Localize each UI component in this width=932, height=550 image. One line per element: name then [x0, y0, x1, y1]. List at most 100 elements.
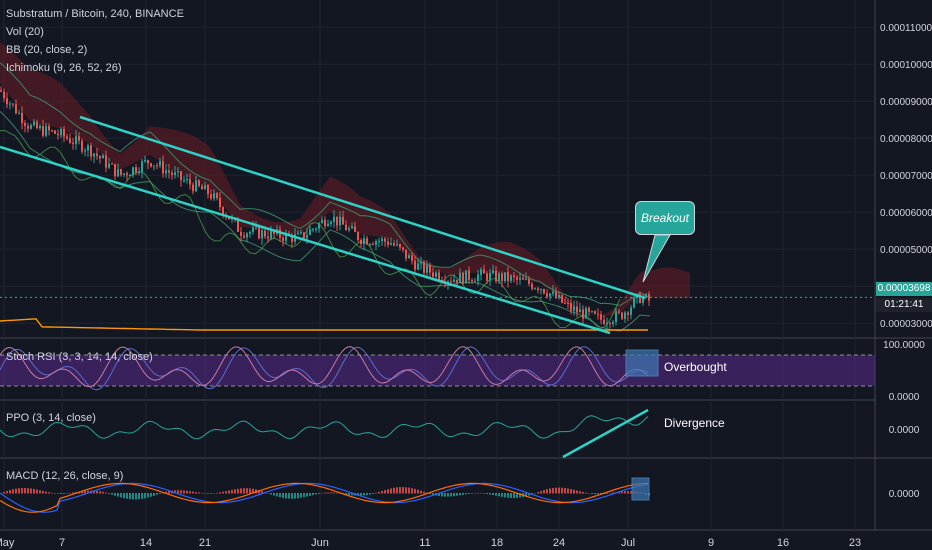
- macd-histogram-bar: [192, 491, 194, 494]
- candle-body: [432, 272, 434, 277]
- price-tick-label: 0.00007000: [880, 171, 932, 182]
- price-tick-label: 0.00010000: [880, 60, 932, 71]
- macd-histogram-bar: [69, 492, 71, 494]
- macd-histogram-bar: [108, 493, 110, 494]
- macd-histogram-bar: [18, 488, 20, 494]
- macd-histogram-bar: [306, 493, 308, 497]
- macd-histogram-bar: [501, 493, 503, 497]
- macd-histogram-bar: [54, 493, 56, 494]
- macd-histogram-bar: [480, 492, 482, 494]
- candle-body: [219, 198, 221, 208]
- candle-body: [180, 171, 182, 181]
- candle-body: [120, 169, 122, 175]
- candle-body: [102, 155, 104, 159]
- candle-body: [471, 279, 473, 282]
- macd-histogram-bar: [621, 491, 623, 494]
- macd-histogram-bar: [594, 493, 596, 495]
- candle-body: [474, 280, 476, 282]
- candle-body: [138, 172, 140, 174]
- candle-body: [57, 133, 59, 136]
- macd-histogram-bar: [438, 493, 440, 497]
- stoch-rsi-label: Stoch RSI (3, 3, 14, 14, close): [6, 351, 153, 363]
- macd-histogram-bar: [252, 488, 254, 494]
- macd-histogram-bar: [9, 490, 11, 494]
- candle-body: [510, 275, 512, 281]
- time-tick-label: 9: [708, 537, 714, 549]
- macd-histogram-bar: [582, 491, 584, 494]
- macd-histogram-bar: [288, 493, 290, 499]
- candle-body: [468, 270, 470, 280]
- macd-histogram-bar: [456, 493, 458, 496]
- candle-body: [123, 173, 125, 175]
- time-tick-label: 21: [199, 537, 211, 549]
- macd-histogram-bar: [324, 492, 326, 494]
- macd-histogram-bar: [384, 490, 386, 494]
- macd-histogram-bar: [309, 493, 311, 496]
- candle-body: [252, 227, 254, 233]
- macd-histogram-bar: [15, 488, 17, 494]
- candle-body: [624, 312, 626, 319]
- macd-histogram-bar: [351, 493, 353, 496]
- macd-histogram-bar: [135, 493, 137, 500]
- candle-body: [192, 184, 194, 192]
- ichimoku-cloud: [0, 41, 690, 318]
- macd-histogram-bar: [30, 488, 32, 494]
- stoch-line-d: [0, 346, 649, 388]
- macd-histogram-bar: [126, 493, 128, 499]
- macd-histogram-bar: [204, 493, 206, 494]
- candle-body: [63, 129, 65, 137]
- macd-histogram-bar: [363, 493, 365, 496]
- macd-histogram-bar: [591, 493, 593, 494]
- candle-body: [291, 235, 293, 242]
- macd-histogram-bar: [504, 493, 506, 498]
- candle-body: [546, 293, 548, 297]
- candle-body: [576, 306, 578, 313]
- macd-histogram-bar: [348, 493, 350, 495]
- time-tick-label: 18: [491, 537, 503, 549]
- candle-body: [51, 130, 53, 132]
- macd-histogram-bar: [543, 489, 545, 494]
- macd-histogram-bar: [507, 493, 509, 498]
- macd-histogram-bar: [48, 492, 50, 494]
- candle-body: [96, 153, 98, 156]
- macd-histogram-bar: [189, 491, 191, 494]
- candle-body: [162, 161, 164, 174]
- candle-body: [195, 180, 197, 192]
- candle-body: [297, 233, 299, 235]
- time-tick-label: Jul: [621, 537, 635, 549]
- candle-body: [408, 255, 410, 259]
- candle-body: [210, 194, 212, 199]
- macd-histogram-bar: [552, 487, 554, 494]
- candle-body: [465, 270, 467, 284]
- candle-body: [351, 226, 353, 229]
- candle-body: [642, 297, 644, 303]
- macd-histogram-bar: [258, 490, 260, 494]
- macd-histogram-bar: [555, 487, 557, 494]
- candle-body: [324, 219, 326, 227]
- candle-body: [483, 269, 485, 274]
- candle-body: [246, 233, 248, 238]
- candle-body: [321, 219, 323, 224]
- candle-body: [534, 288, 536, 290]
- candle-body: [90, 145, 92, 157]
- candle-body: [597, 313, 599, 315]
- macd-histogram-bar: [624, 491, 626, 494]
- ppo-label: PPO (3, 14, close): [6, 412, 96, 424]
- macd-histogram-bar: [399, 487, 401, 494]
- candle-body: [147, 160, 149, 164]
- macd-histogram-bar: [333, 492, 335, 494]
- candle-body: [492, 270, 494, 273]
- macd-histogram-bar: [558, 487, 560, 494]
- overbought-box: [625, 349, 659, 377]
- candle-body: [345, 224, 347, 231]
- macd-histogram-bar: [327, 492, 329, 494]
- candle-body: [399, 244, 401, 248]
- macd-histogram-bar: [471, 493, 473, 494]
- candle-body: [174, 172, 176, 176]
- macd-histogram-bar: [414, 488, 416, 494]
- macd-histogram-bar: [606, 493, 608, 494]
- current-price-tag: 0.00003698: [876, 282, 932, 296]
- macd-histogram-bar: [165, 491, 167, 494]
- macd-histogram-bar: [393, 487, 395, 494]
